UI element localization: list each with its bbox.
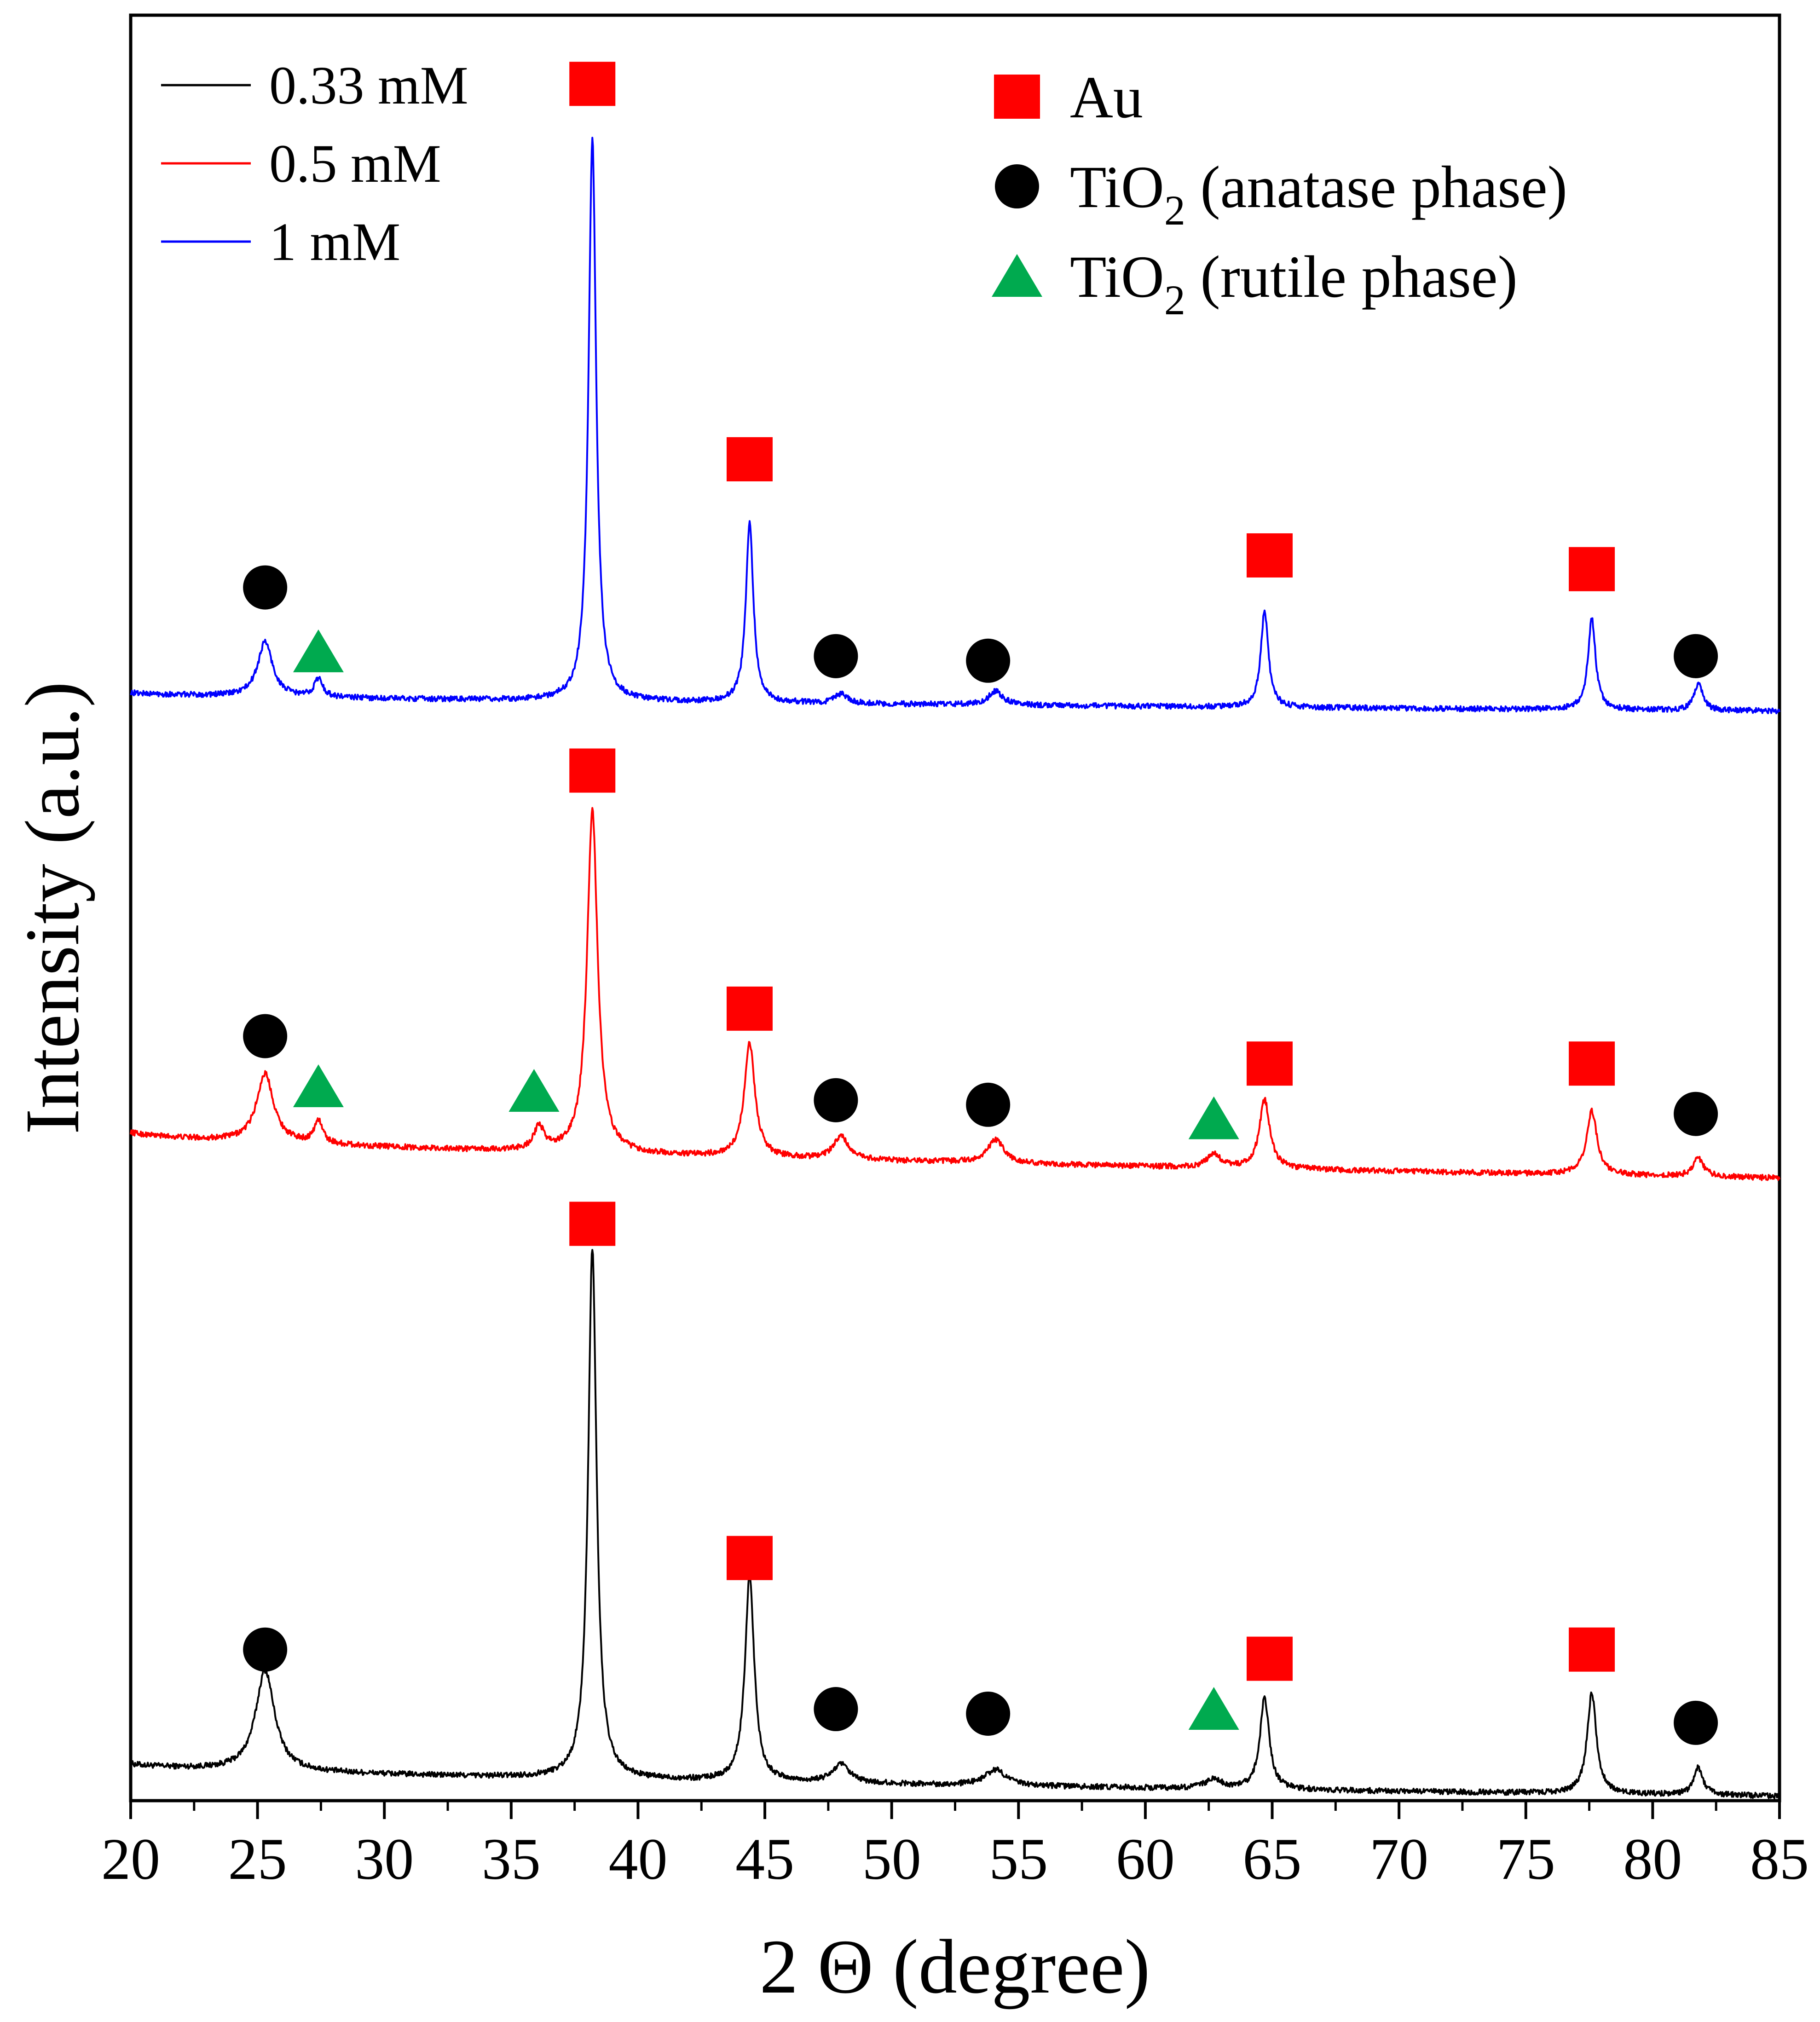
series-line-1-mM	[130, 137, 1780, 715]
x-tick-label: 85	[1750, 1826, 1809, 1892]
phase-legend-label: TiO2 (rutile phase)	[1070, 244, 1518, 324]
phase-marker-circle	[1674, 1092, 1718, 1136]
x-axis-title: 2 Θ (degree)	[760, 1924, 1150, 2010]
phase-marker-square	[1247, 1636, 1293, 1681]
x-tick-label: 30	[355, 1826, 414, 1892]
legend-label: 0.5 mM	[269, 133, 441, 194]
plot-frame	[129, 13, 1781, 1802]
phase-marker-circle	[243, 565, 288, 610]
phase-marker-square	[1247, 533, 1293, 578]
phase-marker-square	[1569, 1041, 1615, 1086]
legend-label: 1 mM	[269, 212, 400, 272]
series-legend: 0.33 mM 0.5 mM 1 mM	[161, 55, 468, 272]
phase-marker-square	[727, 1536, 773, 1580]
x-tick-label: 75	[1496, 1826, 1555, 1892]
phase-marker-triangle	[508, 1069, 560, 1112]
series-line-0_5-mM	[130, 807, 1780, 1181]
x-axis-ticks: 20 25 30 35 40 45 50 55 60 65 70 75 80 85	[101, 1801, 1809, 1892]
legend-symbol-triangle	[992, 254, 1042, 297]
phase-marker-square	[1569, 1627, 1615, 1672]
x-tick-label: 60	[1116, 1826, 1175, 1892]
x-tick-label: 35	[482, 1826, 541, 1892]
legend-label: 0.33 mM	[269, 55, 468, 116]
y-axis-title: Intensity (a.u.)	[10, 682, 95, 1134]
phase-legend-label: TiO2 (anatase phase)	[1070, 154, 1567, 234]
legend-symbol-circle	[995, 164, 1039, 208]
phase-marker-triangle	[293, 1064, 344, 1107]
phase-marker-circle	[814, 634, 858, 678]
x-tick-label: 50	[862, 1826, 921, 1892]
x-tick-label: 55	[989, 1826, 1048, 1892]
x-tick-label: 40	[608, 1826, 667, 1892]
phase-marker-circle	[814, 1687, 858, 1732]
series-line-0_33-mM	[130, 1249, 1780, 1799]
series-layer	[130, 137, 1780, 1799]
x-tick-label: 65	[1243, 1826, 1302, 1892]
phase-marker-square	[1247, 1041, 1293, 1086]
phase-marker-square	[727, 437, 773, 482]
phase-marker-circle	[966, 1691, 1011, 1736]
x-tick-label: 80	[1623, 1826, 1682, 1892]
phase-marker-circle	[1674, 634, 1718, 678]
phase-marker-circle	[814, 1078, 858, 1122]
phase-marker-triangle	[293, 629, 344, 672]
phase-marker-triangle	[1188, 1687, 1239, 1730]
phase-marker-square	[569, 1202, 616, 1246]
x-tick-label: 45	[735, 1826, 794, 1892]
legend-symbol-square	[994, 75, 1040, 119]
phase-marker-circle	[966, 1082, 1011, 1127]
phase-marker-square	[727, 986, 773, 1031]
phase-legend-label: Au	[1070, 64, 1143, 131]
peak-marker-layer	[243, 62, 1718, 1745]
x-tick-label: 20	[101, 1826, 160, 1892]
phase-marker-triangle	[1188, 1096, 1239, 1139]
phase-marker-circle	[243, 1627, 288, 1672]
phase-marker-circle	[966, 638, 1011, 683]
phase-marker-circle	[1674, 1700, 1718, 1745]
x-tick-label: 70	[1369, 1826, 1428, 1892]
phase-marker-circle	[243, 1014, 288, 1058]
phase-marker-square	[569, 748, 616, 793]
phase-marker-square	[569, 62, 616, 106]
phase-marker-square	[1569, 547, 1615, 591]
phase-legend: Au TiO2 (anatase phase) TiO2 (rutile phase…	[992, 64, 1567, 324]
x-tick-label: 25	[228, 1826, 287, 1892]
